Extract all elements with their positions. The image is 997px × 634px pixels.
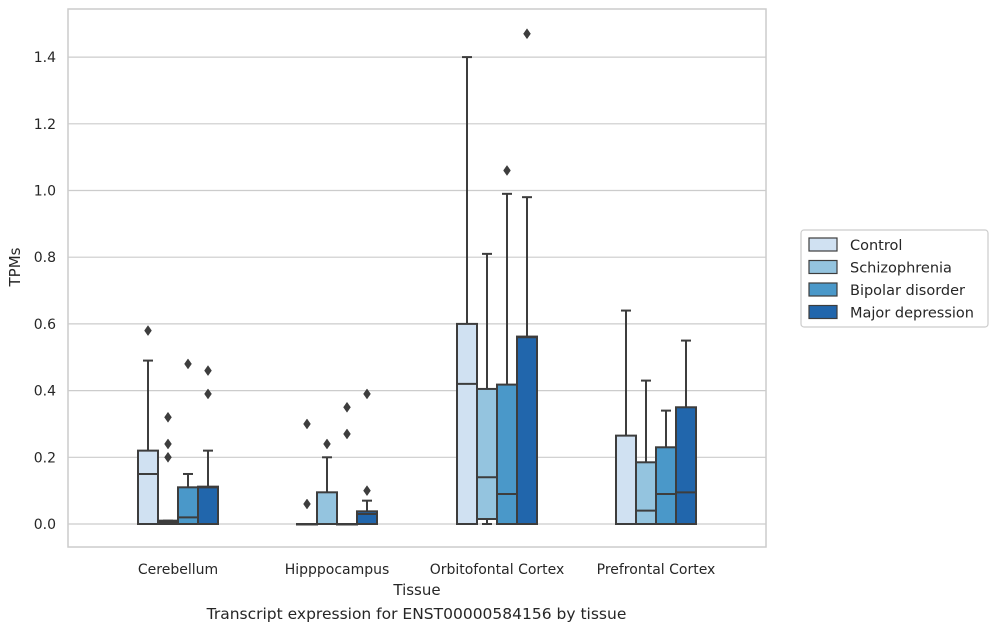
- box-0-1: [157, 411, 179, 525]
- box-body: [197, 485, 219, 526]
- legend-swatch: [808, 259, 838, 275]
- legend-label: Major depression: [850, 306, 974, 322]
- legend-swatch: [808, 304, 838, 320]
- box-body: [675, 406, 697, 525]
- outlier-point: [503, 165, 511, 176]
- outlier-point: [164, 411, 172, 423]
- box-0-3: [197, 365, 219, 526]
- box-3-2: [655, 409, 677, 526]
- y-tick-label: 0.4: [34, 384, 56, 400]
- plot-frame: [67, 8, 767, 548]
- box-body: [456, 322, 478, 525]
- x-axis-label: Tissue: [392, 581, 440, 599]
- x-axis-ticks: Cerebellum Hipppocampus Orbitofontal Corte…: [138, 562, 715, 578]
- y-tick-label: 1.4: [34, 50, 56, 66]
- box-0-2: [177, 358, 199, 526]
- box-2-1: [476, 252, 498, 525]
- box-1-1: [316, 438, 338, 526]
- x-tick-label: Prefrontal Cortex: [597, 562, 716, 578]
- outlier-point: [184, 358, 192, 370]
- figure-caption: Transcript expression for ENST0000058415…: [206, 605, 627, 623]
- box-body: [615, 434, 637, 525]
- legend-label: Control: [850, 238, 902, 254]
- box-3-3: [675, 339, 697, 525]
- box-2-0: [456, 56, 478, 525]
- box-body: [137, 449, 159, 526]
- legend: Control Schizophrenia Bipolar disorder Majo…: [800, 229, 989, 328]
- legend-swatch: [808, 237, 838, 252]
- y-axis-label: TPMs: [6, 247, 24, 287]
- outlier-point: [323, 438, 331, 450]
- box-2-3: [516, 28, 538, 525]
- box-1-0: [296, 418, 318, 526]
- y-tick-label: 0.2: [34, 450, 56, 466]
- legend-label: Schizophrenia: [850, 261, 952, 277]
- x-tick-label: Orbitofontal Cortex: [430, 562, 565, 578]
- plot-area: [137, 28, 697, 526]
- outlier-point: [363, 388, 371, 400]
- y-tick-label: 0.0: [34, 517, 56, 533]
- y-tick-label: 0.8: [34, 250, 56, 266]
- box-3-1: [635, 379, 657, 525]
- outlier-point: [343, 401, 351, 413]
- legend-swatch: [808, 282, 838, 297]
- box-1-3: [356, 388, 378, 525]
- box-1-2: [336, 401, 358, 526]
- outlier-point: [164, 438, 172, 450]
- legend-label: Bipolar disorder: [850, 283, 965, 299]
- box-body: [177, 486, 199, 526]
- y-tick-label: 0.6: [34, 317, 56, 333]
- outlier-point: [303, 498, 311, 510]
- outlier-point: [303, 418, 311, 430]
- outlier-point: [523, 28, 531, 40]
- box-body: [635, 461, 657, 525]
- x-tick-label: Hipppocampus: [285, 562, 390, 578]
- box-2-2: [496, 165, 518, 525]
- x-tick-label: Cerebellum: [138, 562, 218, 578]
- legend-frame: [800, 229, 989, 328]
- box-body: [496, 383, 518, 525]
- y-tick-label: 1.0: [34, 184, 56, 200]
- gridlines: [68, 56, 766, 525]
- box-body: [655, 446, 677, 526]
- outlier-point: [343, 428, 351, 440]
- box-body: [316, 491, 338, 526]
- outlier-point: [164, 451, 172, 463]
- outlier-point: [204, 365, 212, 377]
- box-3-0: [615, 309, 637, 525]
- box-body: [476, 387, 498, 520]
- y-axis-ticks: 0.0 0.2 0.4 0.6 0.8 1.0 1.2 1.4: [34, 50, 56, 533]
- outlier-point: [363, 485, 371, 497]
- box-body: [516, 335, 538, 525]
- outlier-point: [204, 388, 212, 400]
- outlier-point: [144, 325, 152, 337]
- box-0-0: [137, 325, 159, 526]
- y-tick-label: 1.2: [34, 117, 56, 133]
